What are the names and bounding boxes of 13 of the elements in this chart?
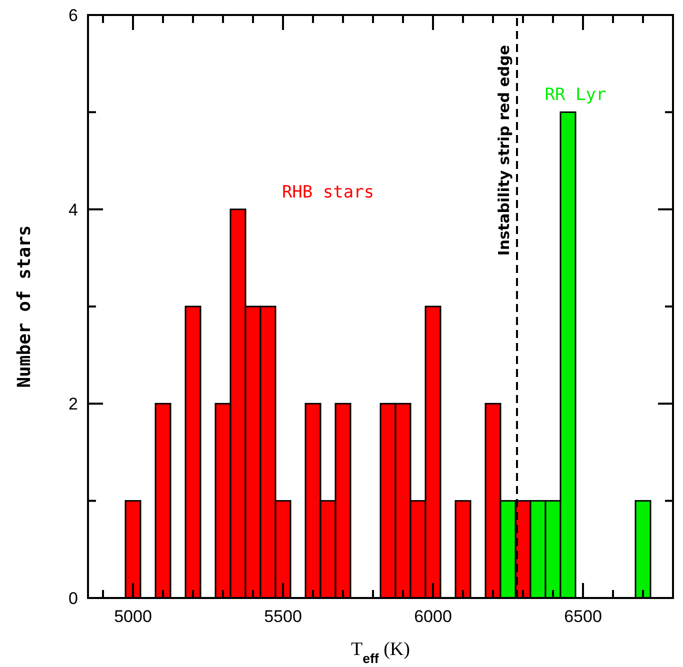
x-axis-title: T$_{eff}$ (K): [350, 639, 410, 666]
x-tick-label: 5500: [264, 607, 302, 626]
x-tick-label: 6500: [564, 607, 602, 626]
y-axis-title: Number of stars: [14, 225, 35, 388]
x-tick-label: 5000: [114, 607, 152, 626]
y-tick-label: 0: [68, 589, 78, 608]
x-tick-label: 6000: [414, 607, 452, 626]
y-tick-label: 6: [68, 6, 78, 25]
text: RHB stars: [282, 182, 374, 202]
ref-line-label: Instability strip red edge: [495, 45, 513, 256]
y-tick-label: 4: [68, 200, 78, 220]
series-label: RR Lyr: [544, 85, 606, 106]
y-tick-label: 2: [68, 394, 78, 414]
